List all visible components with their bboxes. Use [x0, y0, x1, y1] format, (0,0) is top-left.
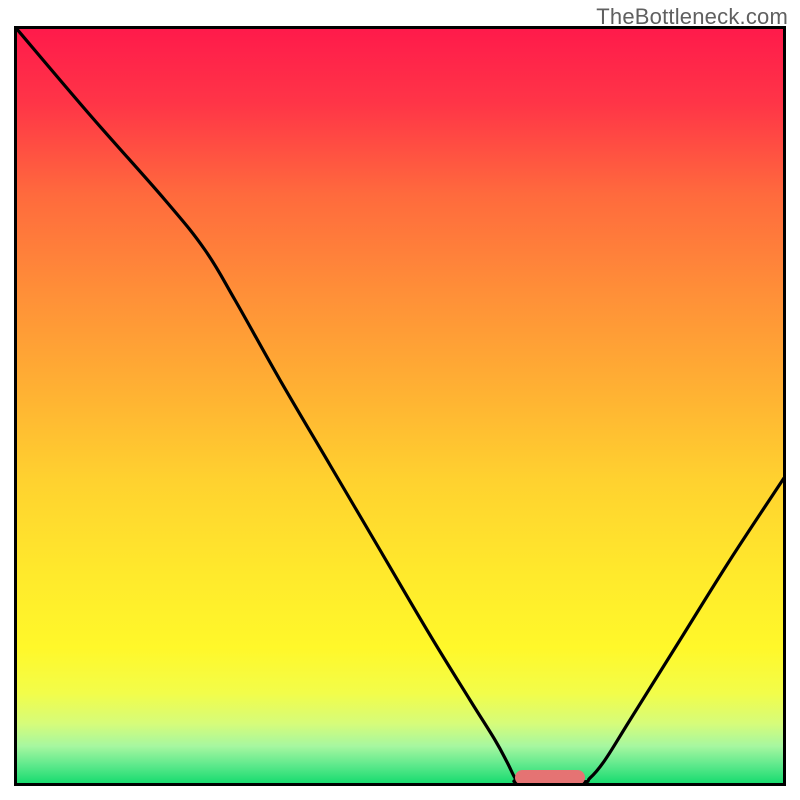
curve-svg	[16, 28, 784, 784]
plot-area	[16, 28, 784, 784]
optimal-marker	[515, 770, 585, 785]
watermark-text: TheBottleneck.com	[596, 4, 788, 30]
bottleneck-curve	[16, 28, 784, 783]
